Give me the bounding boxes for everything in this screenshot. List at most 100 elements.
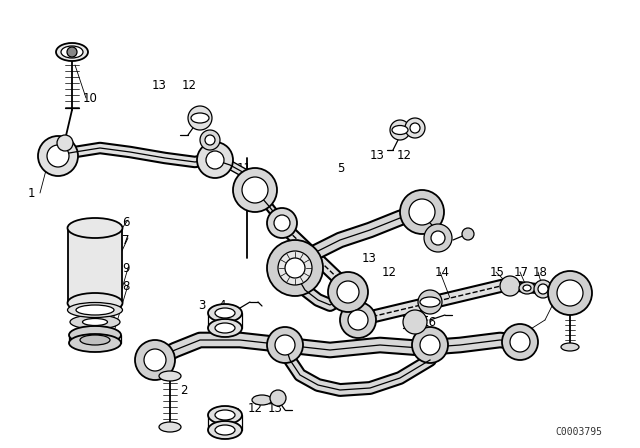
Circle shape — [205, 135, 215, 145]
Ellipse shape — [208, 406, 242, 424]
Text: 12: 12 — [382, 266, 397, 279]
Text: 13: 13 — [370, 148, 385, 161]
Ellipse shape — [191, 113, 209, 123]
Circle shape — [400, 190, 444, 234]
Circle shape — [420, 335, 440, 355]
Text: 9: 9 — [122, 262, 129, 275]
Ellipse shape — [80, 335, 110, 345]
Text: 11: 11 — [237, 161, 252, 175]
Circle shape — [270, 390, 286, 406]
Circle shape — [57, 135, 73, 151]
Ellipse shape — [519, 282, 535, 294]
Text: 5: 5 — [337, 161, 344, 175]
Text: 10: 10 — [83, 91, 98, 104]
Circle shape — [405, 118, 425, 138]
Ellipse shape — [208, 421, 242, 439]
Circle shape — [348, 310, 368, 330]
Ellipse shape — [69, 326, 121, 344]
Text: 8: 8 — [122, 280, 129, 293]
Text: 12: 12 — [248, 401, 263, 414]
Circle shape — [67, 47, 77, 57]
Text: 4: 4 — [218, 298, 225, 311]
Ellipse shape — [252, 395, 272, 405]
Circle shape — [418, 290, 442, 314]
Ellipse shape — [208, 304, 242, 322]
Circle shape — [278, 251, 312, 285]
Circle shape — [328, 272, 368, 312]
Ellipse shape — [159, 422, 181, 432]
Ellipse shape — [67, 218, 122, 238]
Circle shape — [548, 271, 592, 315]
Circle shape — [267, 240, 323, 296]
Ellipse shape — [56, 43, 88, 61]
Circle shape — [410, 123, 420, 133]
Text: 1: 1 — [28, 186, 35, 199]
Circle shape — [390, 120, 410, 140]
Circle shape — [144, 349, 166, 371]
Circle shape — [285, 258, 305, 278]
Circle shape — [538, 284, 548, 294]
Ellipse shape — [67, 293, 122, 313]
Circle shape — [409, 199, 435, 225]
Ellipse shape — [208, 319, 242, 337]
Circle shape — [38, 136, 78, 176]
Circle shape — [431, 231, 445, 245]
Text: 6: 6 — [122, 215, 129, 228]
Ellipse shape — [215, 308, 235, 318]
Circle shape — [188, 106, 212, 130]
Text: 13: 13 — [152, 78, 167, 91]
Ellipse shape — [83, 319, 108, 326]
Ellipse shape — [215, 410, 235, 420]
Circle shape — [275, 335, 295, 355]
Text: 3: 3 — [198, 298, 205, 311]
Text: 14: 14 — [435, 266, 450, 279]
Ellipse shape — [61, 46, 83, 58]
Text: 16: 16 — [422, 315, 437, 328]
Circle shape — [424, 224, 452, 252]
Circle shape — [403, 310, 427, 334]
Text: 15: 15 — [490, 266, 505, 279]
Circle shape — [412, 327, 448, 363]
Text: 4: 4 — [232, 406, 239, 419]
Circle shape — [233, 168, 277, 212]
Circle shape — [242, 177, 268, 203]
Circle shape — [340, 302, 376, 338]
Circle shape — [135, 340, 175, 380]
Circle shape — [206, 151, 224, 169]
Ellipse shape — [215, 323, 235, 333]
Circle shape — [200, 130, 220, 150]
Text: 13: 13 — [268, 401, 283, 414]
Text: 1: 1 — [165, 352, 173, 365]
Circle shape — [510, 332, 530, 352]
Circle shape — [267, 208, 297, 238]
Text: 17: 17 — [514, 266, 529, 279]
Ellipse shape — [215, 425, 235, 435]
Text: 3: 3 — [212, 406, 220, 419]
Text: 13: 13 — [362, 251, 377, 264]
Circle shape — [534, 280, 552, 298]
Circle shape — [462, 228, 474, 240]
Text: C0003795: C0003795 — [555, 427, 602, 437]
Circle shape — [274, 215, 290, 231]
Ellipse shape — [523, 285, 531, 291]
Ellipse shape — [420, 297, 440, 307]
Circle shape — [500, 276, 520, 296]
Text: 12: 12 — [182, 78, 197, 91]
Ellipse shape — [76, 305, 114, 315]
Circle shape — [47, 145, 69, 167]
Ellipse shape — [70, 315, 120, 329]
Circle shape — [267, 327, 303, 363]
Circle shape — [557, 280, 583, 306]
Circle shape — [502, 324, 538, 360]
Ellipse shape — [392, 125, 408, 134]
Bar — [68, 228, 122, 303]
Text: 12: 12 — [397, 148, 412, 161]
Text: 2: 2 — [180, 383, 188, 396]
Circle shape — [337, 281, 359, 303]
Text: 18: 18 — [533, 266, 548, 279]
Ellipse shape — [67, 302, 122, 318]
Ellipse shape — [69, 334, 121, 352]
Text: 7: 7 — [122, 233, 129, 246]
Ellipse shape — [159, 371, 181, 381]
Ellipse shape — [561, 343, 579, 351]
